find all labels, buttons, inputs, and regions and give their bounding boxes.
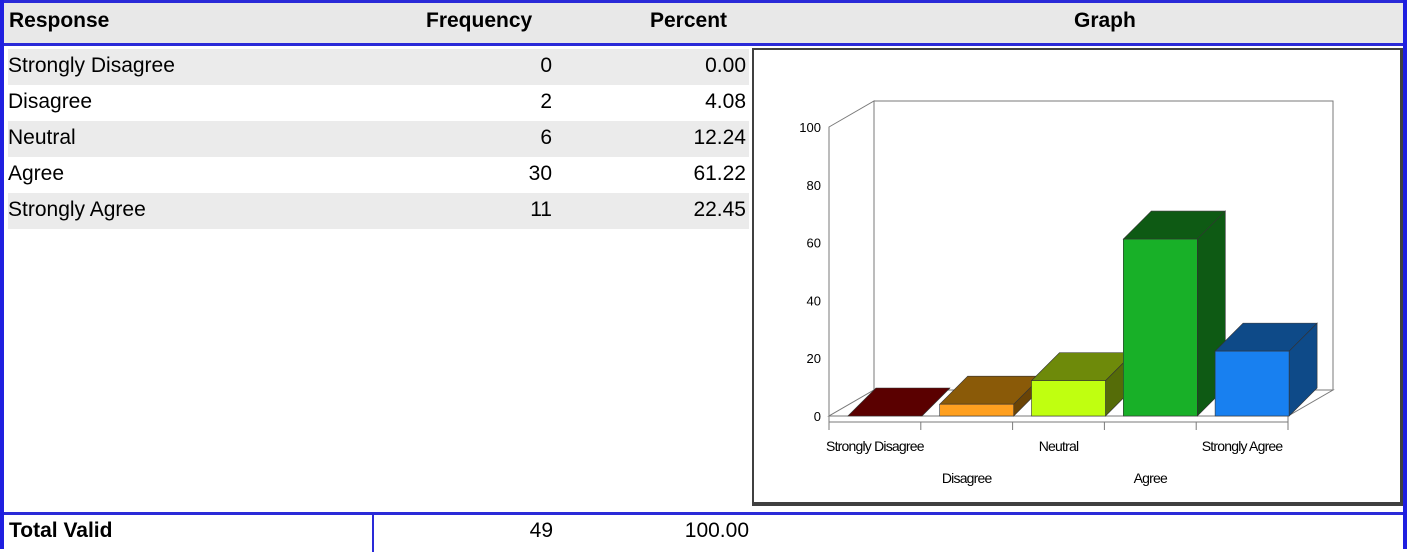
- bar: [939, 403, 1014, 417]
- percent-cell: 12.24: [693, 126, 746, 149]
- x-category-label: Agree: [1134, 470, 1168, 486]
- frequency-cell: 0: [540, 54, 552, 77]
- percent-cell: 22.45: [693, 198, 746, 221]
- bar-top: [847, 387, 951, 417]
- header-graph: Graph: [1074, 9, 1136, 32]
- response-cell: Disagree: [8, 90, 93, 113]
- floor-edge: [828, 415, 1289, 423]
- response-cell: Neutral: [8, 126, 76, 149]
- x-category-label: Strongly Agree: [1202, 438, 1284, 454]
- total-percent: 100.00: [684, 519, 749, 542]
- response-cell: Strongly Agree: [8, 198, 146, 221]
- frequency-cell: 11: [530, 198, 552, 221]
- left-border: [0, 0, 4, 549]
- header-frequency: Frequency: [426, 9, 533, 32]
- table-header: Response Frequency Percent Graph: [4, 0, 1403, 46]
- y-tick-label: 40: [807, 293, 821, 308]
- total-frequency: 49: [529, 519, 553, 542]
- response-cell: Agree: [8, 162, 65, 185]
- table-row: Agree 30 61.22: [8, 157, 749, 193]
- response-cell: Strongly Disagree: [8, 54, 175, 77]
- total-row: Total Valid 49 100.00: [4, 512, 1403, 552]
- x-category-label: Strongly Disagree: [826, 438, 925, 454]
- percent-cell: 0.00: [705, 54, 746, 77]
- y-tick-label: 20: [807, 351, 821, 366]
- percent-cell: 61.22: [693, 162, 746, 185]
- bar-chart: 0 20 40 60 80 100 Strongly Disagree Disagree Neu…: [799, 100, 1335, 486]
- bar: [1031, 380, 1106, 417]
- y-tick-label: 100: [799, 120, 821, 135]
- table-row: Strongly Agree 11 22.45: [8, 193, 749, 229]
- y-tick-label: 60: [807, 236, 821, 251]
- right-border: [1403, 0, 1407, 549]
- frequency-cell: 30: [528, 162, 552, 185]
- left-wall: [828, 100, 875, 417]
- bar: [1122, 238, 1198, 417]
- total-divider: [372, 515, 374, 552]
- total-label: Total Valid: [9, 519, 113, 542]
- y-tick-label: 0: [814, 409, 821, 424]
- table-row: Neutral 6 12.24: [8, 121, 749, 157]
- graph-panel: 0 20 40 60 80 100 Strongly Disagree Disagree Neu…: [752, 48, 1404, 506]
- table-row: Disagree 2 4.08: [8, 85, 749, 121]
- frequency-cell: 2: [540, 90, 552, 113]
- x-category-label: Disagree: [942, 470, 993, 486]
- x-category-label: Neutral: [1039, 438, 1079, 454]
- header-response: Response: [9, 9, 110, 32]
- header-percent: Percent: [650, 9, 728, 32]
- percent-cell: 4.08: [705, 90, 746, 113]
- bar: [1214, 350, 1290, 417]
- y-tick-label: 80: [807, 178, 821, 193]
- frequency-cell: 6: [540, 126, 552, 149]
- table-row: Strongly Disagree 0 0.00: [8, 49, 749, 85]
